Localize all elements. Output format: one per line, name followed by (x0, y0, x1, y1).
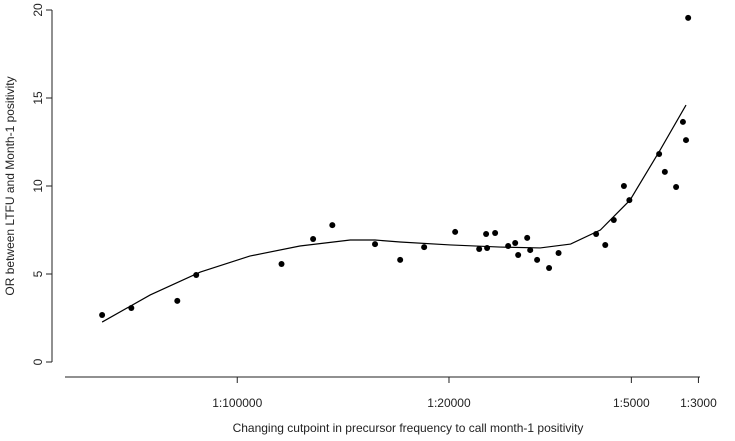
point (329, 222, 336, 229)
point (656, 150, 663, 157)
point (128, 304, 135, 311)
point (555, 250, 562, 257)
point (505, 243, 512, 250)
point (278, 260, 285, 267)
point (661, 168, 668, 175)
x-tick-label: 1:20000 (427, 396, 471, 410)
y-tick-label: 10 (31, 179, 45, 193)
point (685, 14, 692, 21)
y-tick-label: 15 (31, 91, 45, 105)
point (452, 228, 459, 235)
point (527, 247, 534, 254)
x-tick-label: 1:3000 (680, 396, 717, 410)
point (310, 235, 317, 242)
point (99, 312, 106, 319)
point (683, 137, 690, 144)
point (602, 241, 609, 248)
point (610, 216, 617, 223)
point (483, 231, 490, 238)
x-tick-label: 1:100000 (212, 396, 262, 410)
point (512, 240, 519, 247)
point (484, 244, 491, 251)
point (421, 244, 428, 251)
point (174, 297, 181, 304)
y-tick-label: 0 (31, 358, 45, 365)
point (620, 183, 627, 189)
point (476, 246, 483, 253)
y-tick-label: 5 (31, 270, 45, 277)
y-axis-label: OR between LTFU and Month-1 positivity (3, 76, 17, 295)
point (593, 231, 600, 238)
point (546, 265, 553, 272)
point (679, 118, 686, 125)
x-tick-label: 1:5000 (613, 396, 650, 410)
point (397, 256, 404, 263)
point (534, 256, 541, 263)
point (372, 241, 379, 248)
point (673, 184, 680, 191)
fit-line (101, 104, 687, 323)
point (626, 197, 633, 204)
y-tick-label: 20 (31, 3, 45, 17)
point (193, 272, 200, 279)
point (515, 251, 522, 258)
point (492, 229, 499, 236)
point (524, 234, 531, 241)
x-axis-label: Changing cutpoint in precursor frequency… (233, 421, 584, 435)
